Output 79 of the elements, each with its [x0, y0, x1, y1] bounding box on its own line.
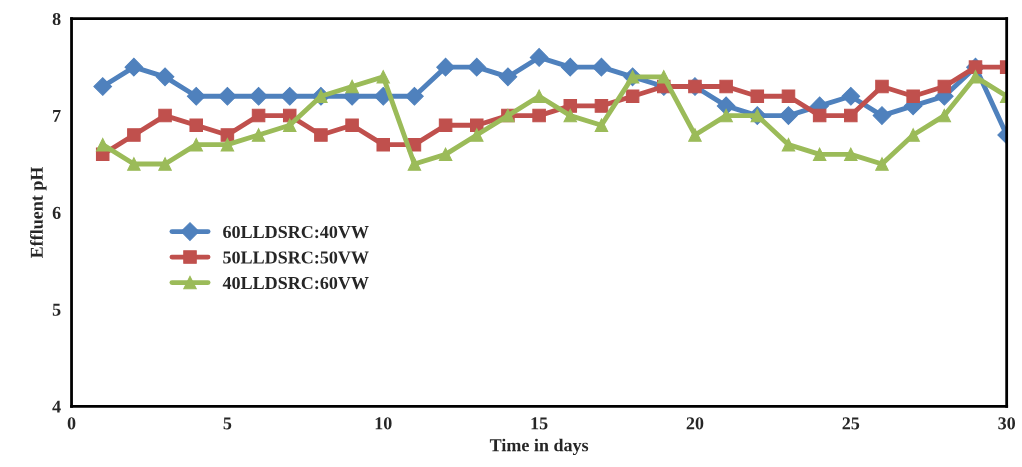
- point: [220, 137, 235, 152]
- point: [812, 147, 827, 162]
- point: [127, 157, 141, 171]
- point: [251, 128, 266, 142]
- y-tick-label: 5: [52, 303, 61, 316]
- point: [906, 89, 920, 103]
- point: [155, 67, 175, 87]
- y-tick-label: 6: [52, 206, 61, 219]
- point: [657, 70, 671, 84]
- point: [95, 137, 110, 152]
- x-axis-title: Time in days: [489, 438, 589, 456]
- point: [872, 106, 892, 125]
- point: [189, 118, 203, 133]
- point: [376, 137, 391, 152]
- point: [127, 128, 141, 142]
- point: [779, 106, 798, 125]
- point: [844, 108, 858, 123]
- point: [189, 137, 203, 152]
- point: [158, 157, 172, 171]
- point: [532, 108, 546, 123]
- point: [469, 128, 484, 142]
- y-axis-title: Effluent pH: [29, 166, 47, 259]
- point: [438, 147, 453, 162]
- x-tick-label: 20: [686, 417, 704, 430]
- point: [750, 89, 765, 103]
- point: [218, 86, 237, 106]
- point: [498, 67, 518, 87]
- point: [186, 86, 206, 106]
- point: [249, 86, 268, 106]
- point: [781, 137, 796, 152]
- y-tick-label: 4: [52, 400, 61, 413]
- point: [436, 57, 455, 77]
- point: [841, 86, 861, 106]
- x-tick-label: 10: [375, 417, 392, 430]
- point: [968, 70, 983, 84]
- point: [875, 79, 889, 94]
- x-tick-label: 25: [842, 417, 860, 430]
- point: [625, 89, 640, 103]
- point: [407, 157, 422, 171]
- point: [314, 128, 328, 142]
- point: [345, 79, 359, 94]
- point: [529, 48, 549, 67]
- point: [906, 128, 920, 142]
- y-tick-label: 8: [52, 12, 61, 26]
- point: [594, 118, 609, 133]
- legend-label: 50LLDSRC:50VW: [223, 251, 369, 264]
- point: [719, 108, 733, 123]
- y-tick-label: 7: [53, 110, 61, 122]
- point: [158, 108, 172, 123]
- point: [812, 108, 827, 123]
- point: [532, 89, 546, 103]
- point: [560, 57, 580, 77]
- point: [438, 118, 453, 133]
- point: [220, 128, 235, 142]
- legend-label: 60LLDSRC:40VW: [223, 225, 369, 239]
- legend-label: 40LLDSRC:60VW: [222, 276, 369, 290]
- point: [376, 70, 391, 84]
- point: [93, 77, 113, 96]
- point: [594, 99, 609, 113]
- point: [875, 157, 889, 171]
- point: [937, 79, 952, 94]
- point: [719, 79, 733, 94]
- point: [345, 118, 359, 133]
- point: [844, 147, 858, 162]
- point: [405, 86, 424, 106]
- point: [937, 108, 952, 123]
- x-tick-label: 5: [223, 417, 232, 430]
- point: [124, 57, 144, 77]
- x-tick-label: 15: [531, 417, 548, 430]
- point: [592, 57, 611, 77]
- point: [781, 89, 796, 103]
- point: [563, 108, 578, 123]
- x-tick-label: 30: [998, 417, 1016, 430]
- point: [280, 86, 300, 106]
- point: [467, 57, 487, 77]
- point: [282, 118, 297, 133]
- point: [251, 108, 266, 123]
- point: [688, 128, 702, 142]
- x-tick-label: 0: [67, 417, 76, 430]
